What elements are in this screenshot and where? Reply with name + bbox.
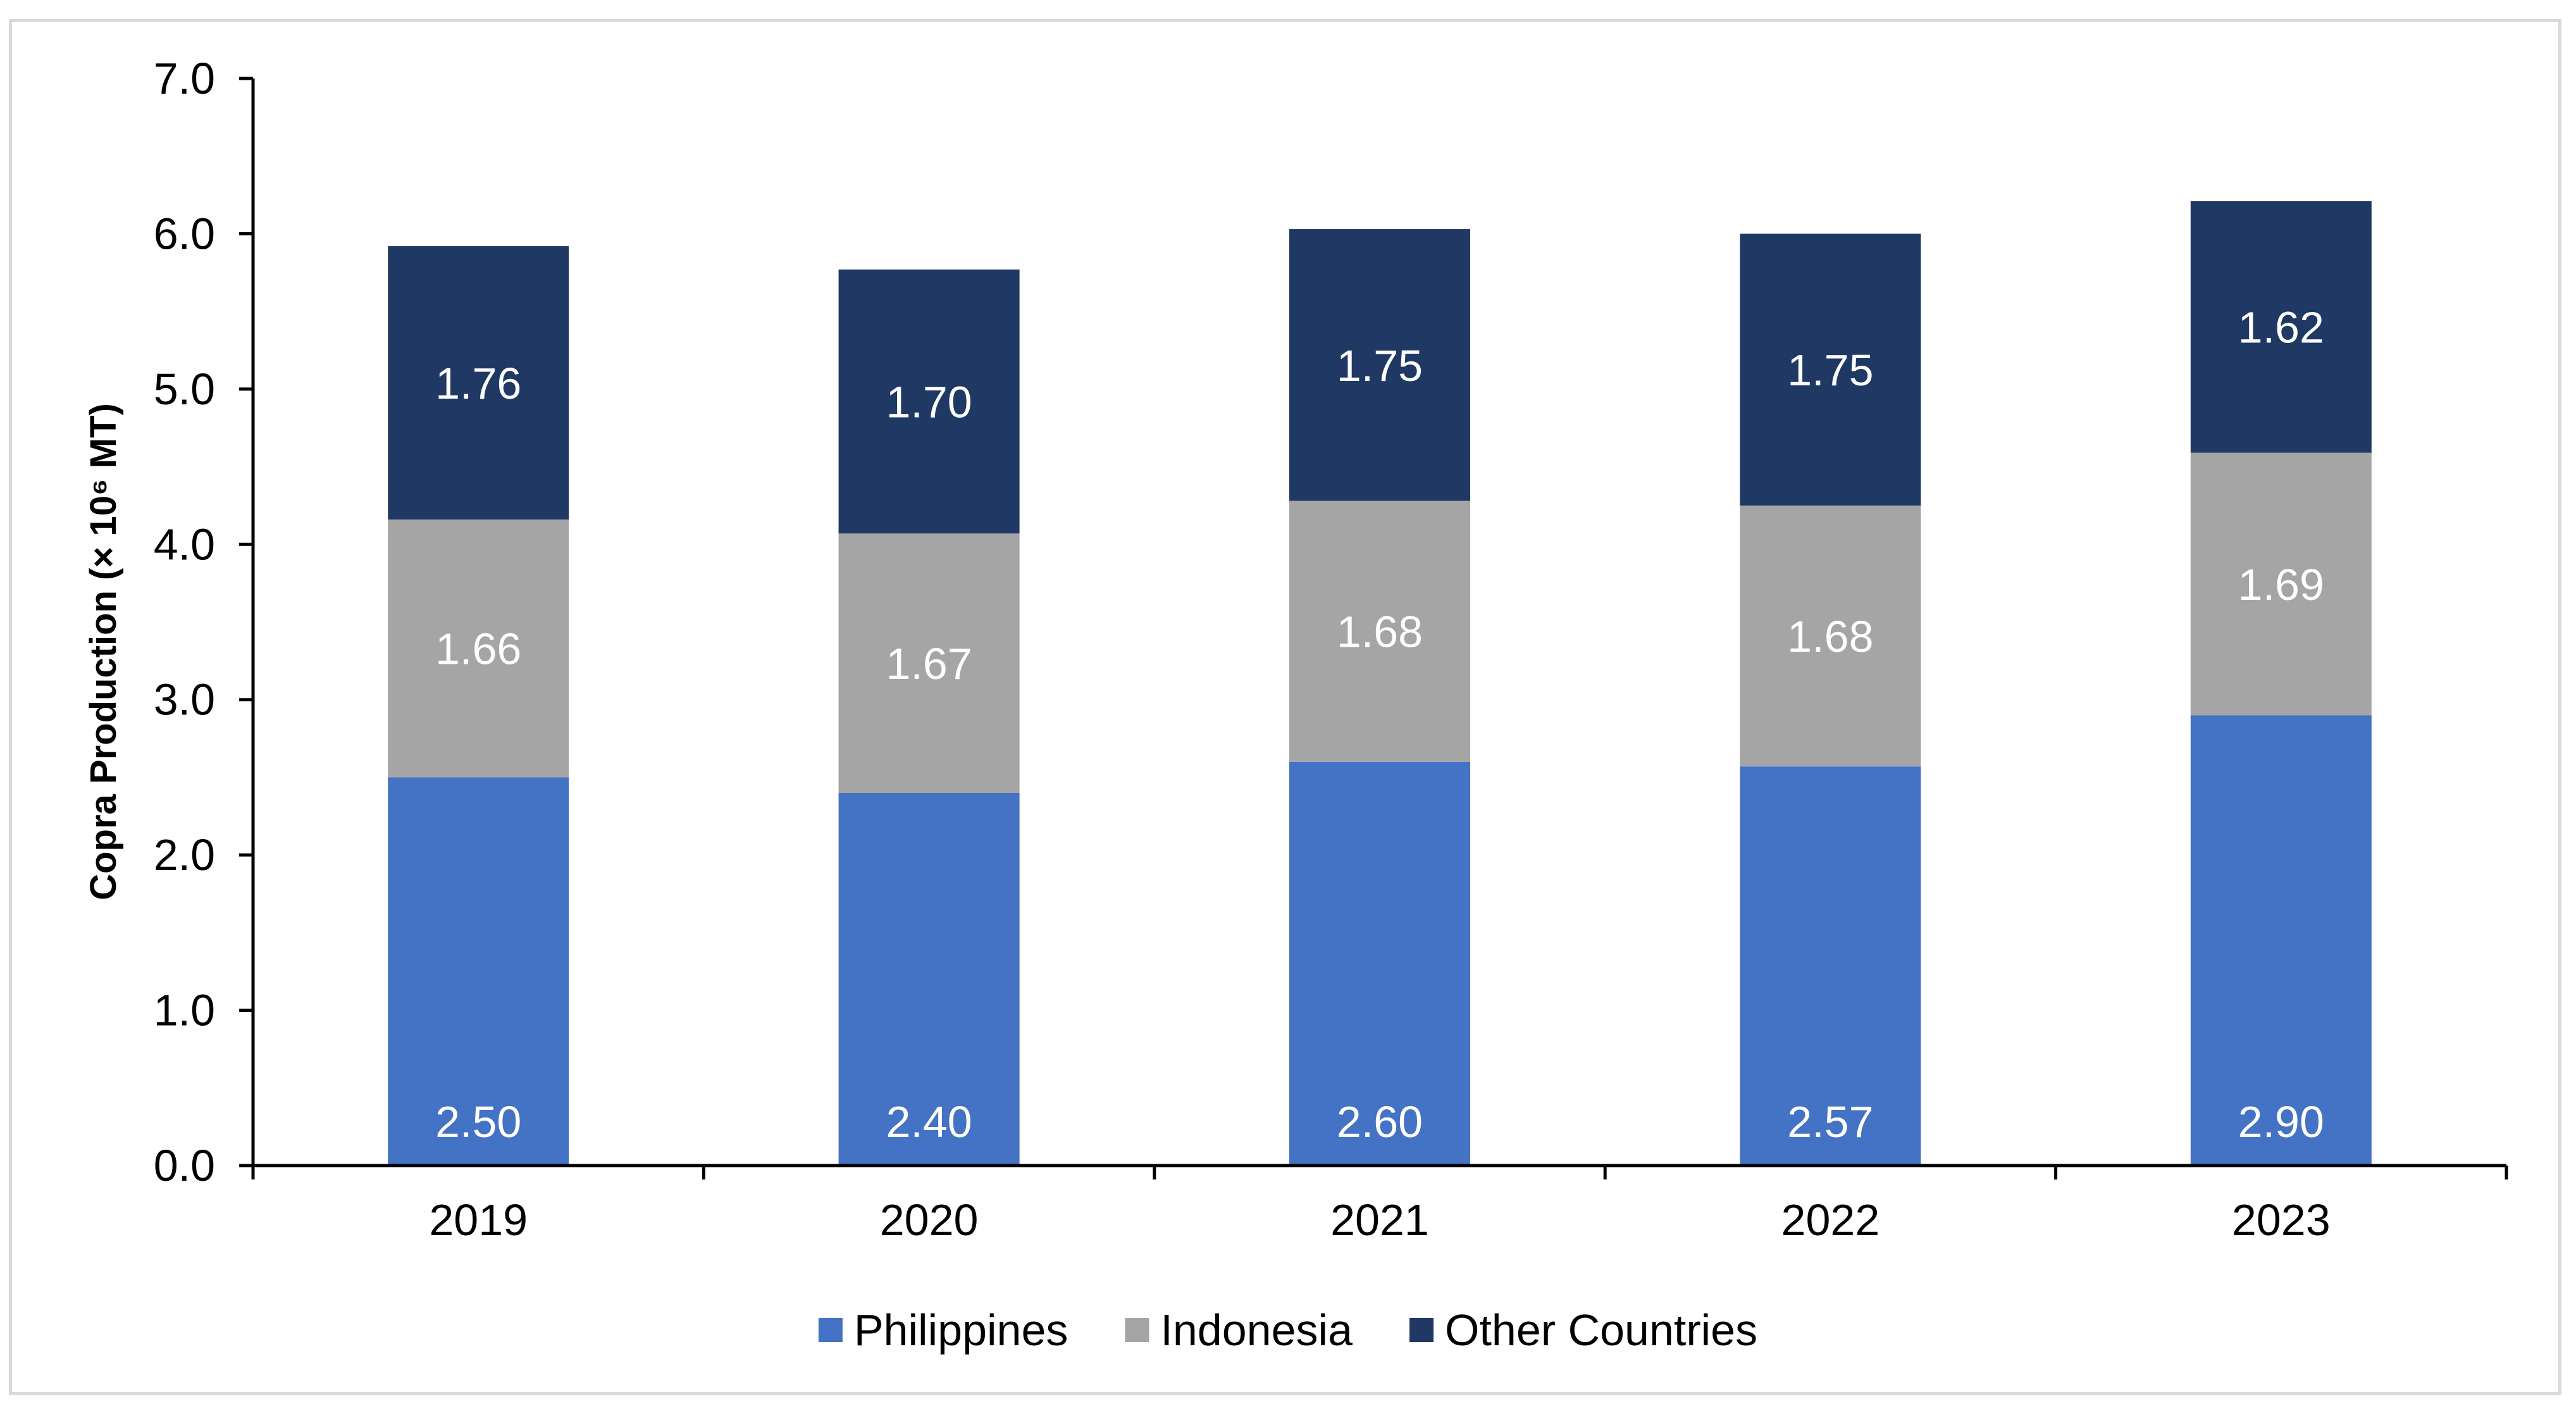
data-label-other-countries-2022: 1.75 [1787,345,1873,395]
y-tick-label: 0.0 [154,1141,215,1190]
legend-label-indonesia: Indonesia [1160,1305,1353,1355]
data-label-other-countries-2019: 1.76 [435,359,521,408]
bar-other-countries-2023 [2190,201,2372,453]
legend-swatch-other-countries [1409,1318,1434,1342]
bar-philippines-2023 [2190,715,2372,1166]
bar-indonesia-2020 [838,533,1020,793]
bar-other-countries-2019 [388,246,569,520]
legend-swatch-philippines [818,1318,843,1342]
legend-label-other-countries: Other Countries [1445,1305,1757,1355]
data-label-other-countries-2020: 1.70 [886,377,972,426]
data-label-other-countries-2023: 1.62 [2238,303,2324,352]
data-label-philippines-2022: 2.57 [1787,1097,1873,1147]
y-tick-label: 4.0 [154,519,215,569]
data-label-indonesia-2020: 1.67 [886,639,972,688]
y-axis-title: Copra Production (× 10⁶ MT) [83,403,124,900]
data-label-other-countries-2021: 1.75 [1337,341,1423,390]
y-tick-label: 5.0 [154,364,215,414]
bar-indonesia-2021 [1289,501,1470,762]
data-labels-layer: 2.50 1.66 1.76 2.40 1.67 1.70 2.60 1.68 1.75 2.57… [435,303,2324,1147]
x-tick-label-2021: 2021 [1330,1195,1429,1245]
x-tick-label-2020: 2020 [880,1195,979,1245]
bar-indonesia-2022 [1740,505,1921,767]
bar-philippines-2021 [1289,761,1470,1166]
data-label-indonesia-2022: 1.68 [1787,612,1873,661]
data-label-philippines-2019: 2.50 [435,1097,521,1147]
bar-philippines-2020 [838,792,1020,1166]
axes-layer: 0.0 1.0 2.0 3.0 4.0 5.0 6.0 7.0 2019 2020 2021 2022… [154,54,2508,1245]
data-label-philippines-2020: 2.40 [886,1097,972,1147]
legend: Philippines Indonesia Other Countries [818,1305,1757,1355]
data-label-philippines-2023: 2.90 [2238,1097,2324,1147]
bar-indonesia-2023 [2190,452,2372,716]
bar-other-countries-2020 [838,269,1020,534]
y-tick-label: 2.0 [154,830,215,880]
bar-other-countries-2022 [1740,233,1921,506]
bars-layer [388,201,2372,1166]
data-label-indonesia-2019: 1.66 [435,625,521,674]
y-tick-label: 1.0 [154,986,215,1035]
legend-swatch-indonesia [1125,1318,1149,1342]
bar-indonesia-2019 [388,519,569,778]
y-tick-label: 7.0 [154,54,215,103]
bar-philippines-2019 [388,777,569,1166]
data-label-indonesia-2021: 1.68 [1337,607,1423,657]
x-tick-label-2023: 2023 [2232,1195,2331,1245]
x-tick-label-2022: 2022 [1781,1195,1880,1245]
x-tick-label-2019: 2019 [429,1195,528,1245]
bar-philippines-2022 [1740,766,1921,1166]
data-label-philippines-2021: 2.60 [1337,1097,1423,1147]
y-tick-label: 6.0 [154,209,215,258]
legend-label-philippines: Philippines [854,1305,1068,1355]
data-label-indonesia-2023: 1.69 [2238,560,2324,609]
y-tick-label: 3.0 [154,675,215,725]
bar-other-countries-2021 [1289,229,1470,501]
